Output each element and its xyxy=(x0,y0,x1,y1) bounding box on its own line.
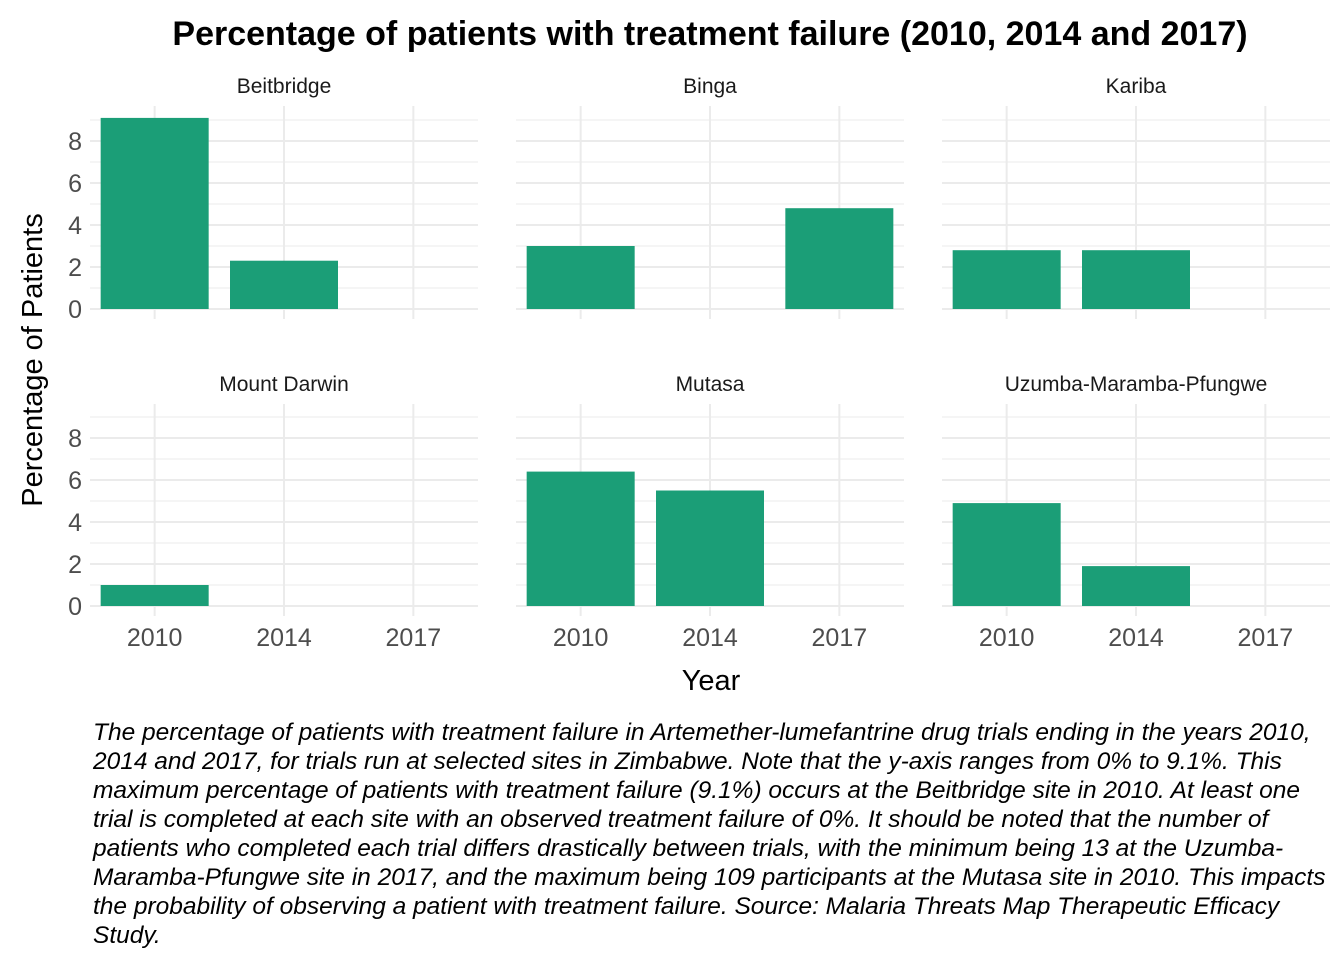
bar-beitbridge-2010 xyxy=(100,117,209,310)
y-tick-label: 0 xyxy=(68,296,82,324)
facet-panel: Kariba xyxy=(942,75,1330,319)
facet-label: Kariba xyxy=(1106,75,1167,98)
facet-panel: Mutasa 2010 2014 2017 xyxy=(516,373,904,652)
bar-binga-2010 xyxy=(526,246,635,309)
x-axis-title: Year xyxy=(682,665,741,697)
bar-mutasa-2010 xyxy=(526,471,635,606)
bar-beitbridge-2014 xyxy=(230,260,338,309)
bar-kariba-2010 xyxy=(952,250,1061,309)
facet-panel: Uzumba-Maramba-Pfungwe 2010 2014 2017 xyxy=(942,373,1330,652)
y-axis-title: Percentage of Patients xyxy=(17,213,49,506)
facet-panels: Beitbridge 0 2 4 6 8 Binga Kariba Mount Darwin 0 2… xyxy=(68,75,1330,652)
x-tick-label: 2017 xyxy=(386,624,442,652)
chart-title: Percentage of patients with treatment fa… xyxy=(172,15,1247,53)
x-tick-label: 2010 xyxy=(553,624,609,652)
y-tick-label: 2 xyxy=(68,551,82,579)
bar-binga-2017 xyxy=(785,208,894,309)
y-tick-label: 8 xyxy=(68,425,82,453)
y-tick-label: 6 xyxy=(68,467,82,495)
figure-caption: The percentage of patients with treatmen… xyxy=(93,719,1326,949)
y-tick-label: 2 xyxy=(68,254,82,282)
facet-panel: Mount Darwin 0 2 4 6 8 2010 2014 2017 xyxy=(68,373,478,652)
facet-panel: Binga xyxy=(516,75,904,319)
y-tick-label: 4 xyxy=(68,509,82,537)
facet-label: Mutasa xyxy=(676,373,745,396)
x-tick-label: 2014 xyxy=(682,624,738,652)
bar-mount-darwin-2010 xyxy=(100,585,209,606)
x-tick-label: 2017 xyxy=(812,624,868,652)
x-tick-label: 2010 xyxy=(127,624,183,652)
bar-kariba-2014 xyxy=(1082,250,1190,309)
bar-uzumba-maramba-pfungwe-2010 xyxy=(952,503,1061,606)
bar-mutasa-2014 xyxy=(656,490,764,606)
facet-label: Uzumba-Maramba-Pfungwe xyxy=(1005,373,1268,396)
x-tick-label: 2010 xyxy=(979,624,1035,652)
faceted-bar-chart: Percentage of patients with treatment fa… xyxy=(17,15,1330,697)
y-tick-label: 0 xyxy=(68,593,82,621)
facet-label: Binga xyxy=(683,75,737,98)
facet-label: Beitbridge xyxy=(237,75,332,98)
facet-label: Mount Darwin xyxy=(219,373,349,396)
x-tick-label: 2017 xyxy=(1238,624,1294,652)
x-tick-label: 2014 xyxy=(256,624,312,652)
x-tick-label: 2014 xyxy=(1108,624,1164,652)
facet-panel: Beitbridge 0 2 4 6 8 xyxy=(68,75,478,324)
bar-uzumba-maramba-pfungwe-2014 xyxy=(1082,566,1190,606)
y-tick-label: 6 xyxy=(68,170,82,198)
y-tick-label: 8 xyxy=(68,128,82,156)
y-tick-label: 4 xyxy=(68,212,82,240)
